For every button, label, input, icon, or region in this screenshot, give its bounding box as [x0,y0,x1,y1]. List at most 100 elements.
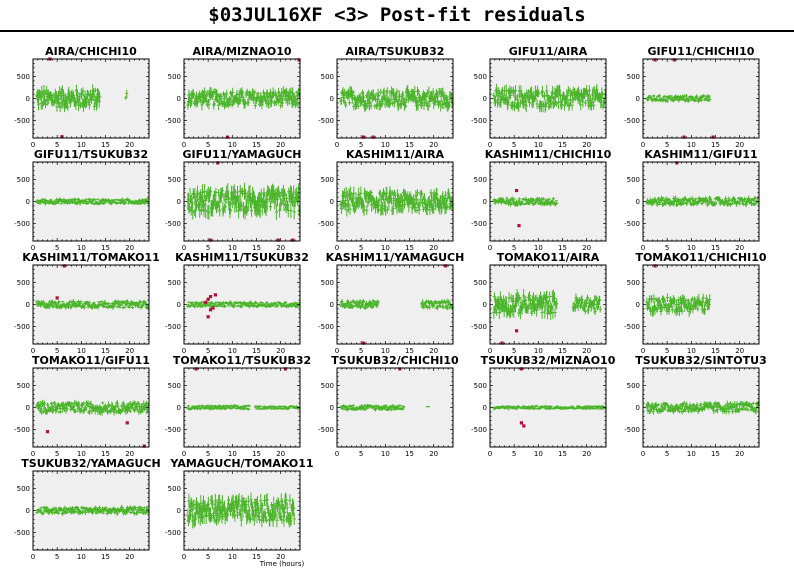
panel-gifu11-tsukub32: GIFU11/TSUKUB32 0 5 10 15 20 500 0 -500 [14,148,150,252]
y-tick-label: -500 [318,117,334,125]
x-tick-label: 5 [512,244,516,252]
y-tick-label: -500 [624,220,640,228]
x-tick-label: 20 [125,141,134,149]
panel-title: KASHIM11/AIRA [346,148,445,161]
x-tick-label: 20 [276,141,285,149]
y-tick-label: 0 [177,95,181,103]
x-tick-label: 15 [405,244,414,252]
x-tick-label: 20 [735,244,744,252]
x-tick-label: 0 [641,141,645,149]
x-tick-label: 20 [735,141,744,149]
x-tick-label: 10 [77,141,86,149]
x-tick-label: 5 [206,141,210,149]
x-tick-label: 20 [582,244,591,252]
residual-points [35,299,150,310]
residual-points [35,197,150,206]
x-tick-label: 0 [182,244,186,252]
y-tick-label: 500 [474,73,487,81]
flagged-point [514,188,519,193]
x-tick-label: 10 [77,244,86,252]
y-tick-label: -500 [14,220,30,228]
panel-gifu11-aira: GIFU11/AIRA 0 5 10 15 20 500 0 -500 [471,45,607,149]
flagged-point [361,135,366,139]
x-tick-label: 5 [359,244,363,252]
panel-aira-miznao10: AIRA/MIZNAO10 0 5 10 15 20 500 0 -500 [165,45,301,149]
y-tick-label: 500 [627,176,640,184]
y-tick-label: 500 [474,176,487,184]
x-tick-label: 0 [641,244,645,252]
residual-points [186,182,301,220]
residual-points [339,85,454,112]
panel-kashim11-aira: KASHIM11/AIRA 0 5 10 15 20 500 0 -500 [318,148,454,252]
x-tick-label: 5 [665,141,669,149]
title-rule [0,30,794,32]
flagged-point [682,135,686,139]
residual-points [492,83,607,113]
flagged-point [208,238,213,242]
y-tick-label: -500 [624,117,640,125]
residual-points [35,84,129,113]
x-tick-label: 20 [125,244,134,252]
x-tick-label: 10 [228,141,237,149]
y-tick-label: 0 [26,95,30,103]
y-tick-label: 0 [636,95,640,103]
x-tick-label: 20 [429,141,438,149]
flagged-point [291,238,295,242]
y-tick-label: 500 [168,73,181,81]
panel-title: KASHIM11/CHICHI10 [485,148,612,161]
y-tick-label: -500 [471,220,487,228]
page-title: $03JUL16XF <3> Post-fit residuals [208,4,586,26]
y-tick-label: 0 [483,95,487,103]
panel-title: GIFU11/YAMAGUCH [182,148,301,161]
x-tick-label: 5 [55,141,59,149]
y-tick-label: 0 [177,198,181,206]
x-tick-label: 15 [101,141,110,149]
y-tick-label: 500 [321,73,334,81]
x-tick-label: 0 [335,141,339,149]
x-tick-label: 5 [206,244,210,252]
residual-points [645,93,712,104]
y-tick-label: 500 [321,176,334,184]
x-tick-label: 5 [359,141,363,149]
flagged-point [297,58,301,62]
x-tick-label: 0 [31,141,35,149]
y-tick-label: 0 [330,198,334,206]
y-tick-label: 500 [627,73,640,81]
x-tick-label: 5 [512,141,516,149]
x-tick-label: 15 [252,141,261,149]
flagged-point [653,58,657,62]
x-tick-label: 15 [558,244,567,252]
residual-points [492,196,559,207]
x-tick-label: 20 [429,244,438,252]
panel-title: GIFU11/AIRA [509,45,588,58]
x-tick-label: 15 [405,141,414,149]
x-tick-label: 15 [711,244,720,252]
y-tick-label: 500 [17,73,30,81]
y-tick-label: 0 [636,198,640,206]
x-tick-label: 0 [488,141,492,149]
x-tick-label: 15 [101,244,110,252]
x-tick-label: 10 [534,141,543,149]
y-tick-label: 500 [17,176,30,184]
x-tick-label: 10 [687,141,696,149]
x-tick-label: 5 [665,244,669,252]
x-tick-label: 15 [252,244,261,252]
panel-gifu11-yamaguch: GIFU11/YAMAGUCH 0 5 10 15 20 500 0 -500 [165,148,301,252]
x-tick-label: 10 [381,244,390,252]
y-tick-label: 0 [330,95,334,103]
x-tick-label: 0 [488,244,492,252]
panel-aira-chichi10: AIRA/CHICHI10 0 5 10 15 20 500 0 -500 [14,45,150,149]
residual-points [339,186,454,217]
panel-title: KASHIM11/GIFU11 [644,148,757,161]
residual-points [186,86,301,111]
x-tick-label: 20 [276,244,285,252]
x-tick-label: 0 [182,141,186,149]
flagged-point [711,135,715,139]
panel-kashim11-chichi10: KASHIM11/CHICHI10 0 5 10 15 20 500 0 -500 [471,148,612,252]
x-tick-label: 15 [711,141,720,149]
residual-points [645,195,760,208]
panel-title: KASHIM11/TOMAKO11 [22,251,160,264]
panel-title: AIRA/CHICHI10 [45,45,137,58]
x-tick-label: 10 [381,141,390,149]
